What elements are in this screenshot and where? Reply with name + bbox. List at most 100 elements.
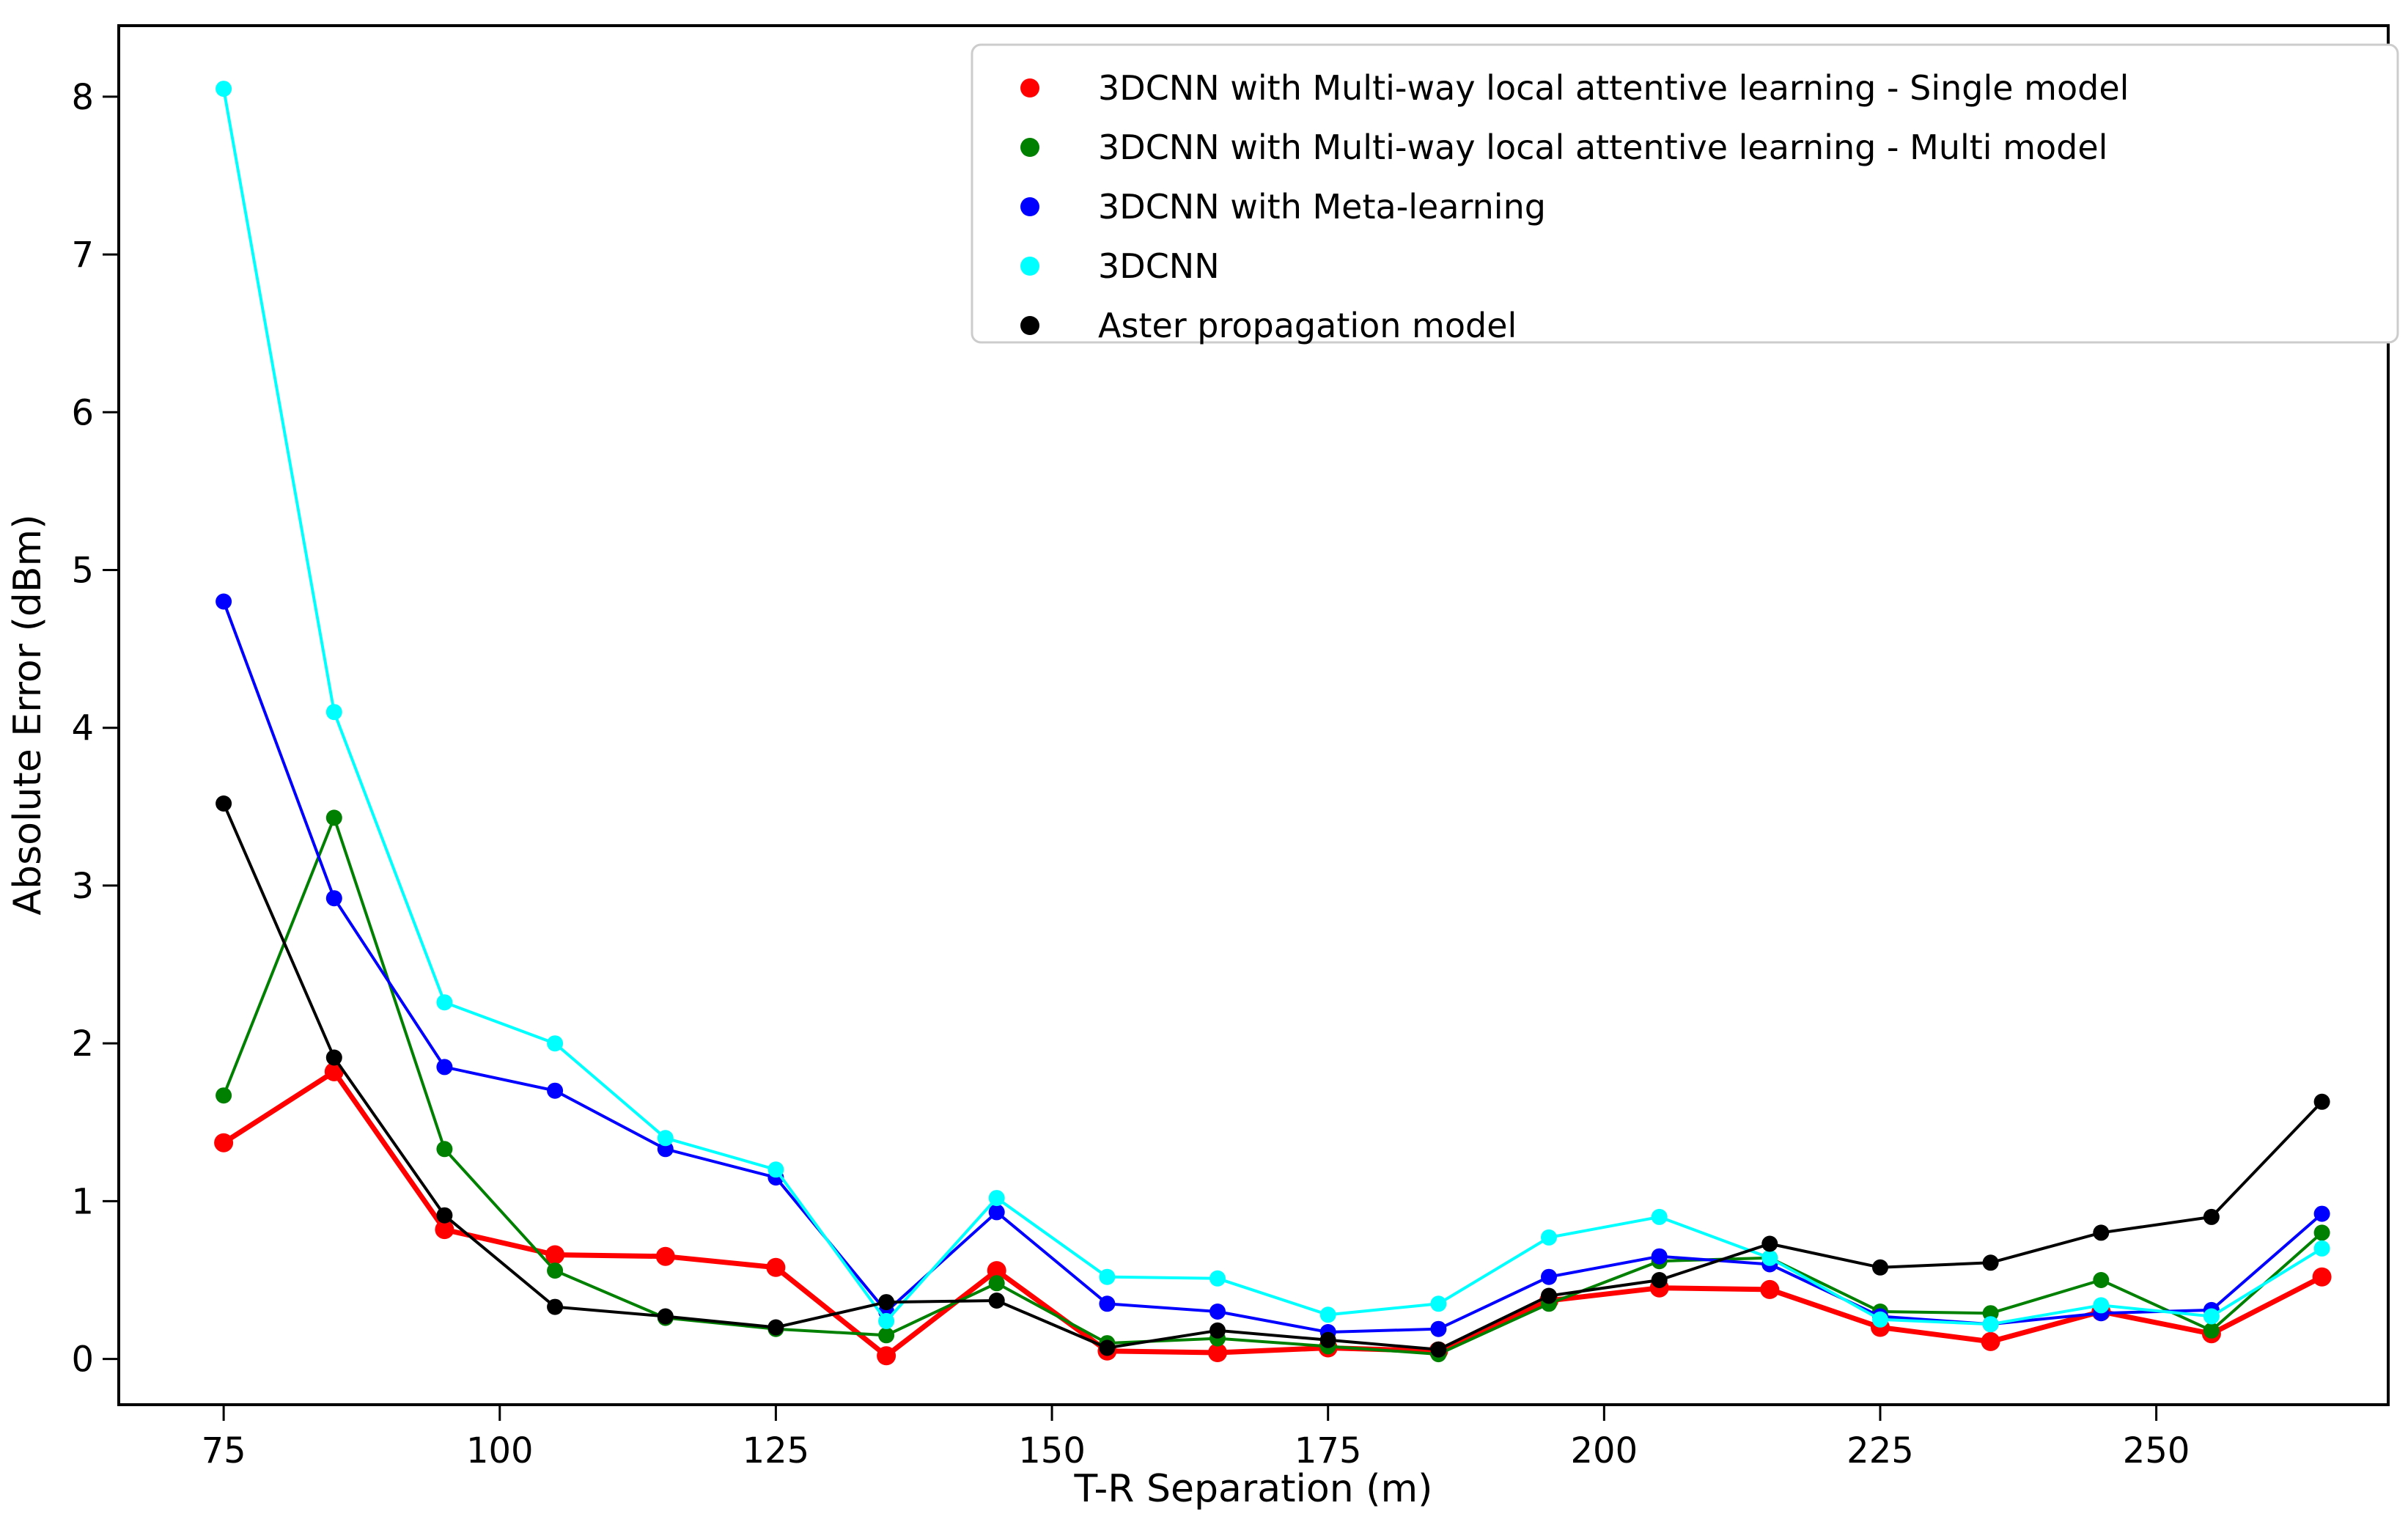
legend-label: 3DCNN — [1098, 246, 1220, 286]
x-tick-label: 75 — [202, 1430, 246, 1471]
data-point — [325, 809, 342, 826]
data-point — [988, 1275, 1005, 1292]
data-point — [216, 795, 232, 812]
data-point — [2313, 1240, 2330, 1257]
y-tick-label: 4 — [71, 708, 94, 749]
data-point — [2203, 1322, 2220, 1339]
data-point — [1872, 1311, 1888, 1328]
legend-label: 3DCNN with Multi-way local attentive lea… — [1098, 68, 2129, 108]
data-point — [1761, 1249, 1778, 1266]
data-point — [1319, 1331, 1336, 1348]
y-tick-label: 6 — [71, 392, 94, 433]
y-tick-label: 8 — [71, 77, 94, 118]
data-point — [1208, 1343, 1227, 1362]
data-point — [547, 1035, 564, 1052]
x-tick-label: 125 — [743, 1430, 810, 1471]
legend-label: 3DCNN with Meta-learning — [1098, 187, 1546, 227]
data-point — [1099, 1339, 1116, 1356]
data-point — [1541, 1287, 1557, 1304]
data-point — [1982, 1316, 1999, 1333]
x-tick-label: 150 — [1018, 1430, 1086, 1471]
data-point — [1761, 1235, 1778, 1252]
data-point — [1430, 1341, 1447, 1358]
data-point — [655, 1246, 675, 1266]
data-point — [547, 1298, 564, 1315]
data-point — [2313, 1205, 2330, 1222]
data-series-layer — [214, 81, 2332, 1366]
y-tick-label: 7 — [71, 235, 94, 276]
axis-ticks: 75 100 125 150 175 200 225 250 0 1 2 3 4 5 6 7 8 — [71, 77, 2190, 1471]
data-point — [2203, 1208, 2220, 1225]
x-tick-label: 200 — [1571, 1430, 1638, 1471]
data-point — [547, 1082, 564, 1099]
data-point — [547, 1262, 564, 1279]
x-axis-label: T-R Separation (m) — [1074, 1467, 1433, 1511]
legend-box — [971, 43, 2399, 344]
data-point — [1209, 1270, 1226, 1287]
data-point — [766, 1257, 786, 1277]
data-point — [545, 1245, 565, 1265]
data-point — [1209, 1304, 1226, 1320]
legend-marker — [1020, 138, 1039, 157]
plot-area — [117, 24, 2390, 1406]
data-point — [436, 1207, 453, 1224]
data-point — [214, 1133, 234, 1152]
series-line — [222, 813, 2323, 1356]
data-point — [324, 1062, 344, 1081]
data-point — [1541, 1268, 1557, 1285]
data-point — [1099, 1295, 1116, 1312]
y-tick-label: 0 — [71, 1339, 94, 1381]
data-point — [1430, 1295, 1447, 1312]
data-point — [325, 1049, 342, 1066]
series-line — [222, 600, 2323, 1334]
data-point — [878, 1327, 895, 1344]
data-point — [1981, 1331, 2000, 1351]
y-tick-label: 5 — [71, 551, 94, 592]
data-point — [988, 1204, 1005, 1221]
legend-marker — [1020, 78, 1039, 98]
legend-marker — [1020, 257, 1039, 276]
y-axis-label: Absolute Error (dBm) — [6, 515, 50, 916]
data-point — [436, 994, 453, 1011]
y-tick-label: 1 — [71, 1181, 94, 1222]
data-point — [216, 1087, 232, 1104]
x-tick-label: 100 — [466, 1430, 534, 1471]
legend: 3DCNN with Multi-way local attentive lea… — [971, 43, 2399, 345]
data-point — [1209, 1322, 1226, 1339]
data-point — [1760, 1279, 1780, 1299]
data-point — [767, 1161, 784, 1178]
data-point — [657, 1308, 674, 1325]
data-point — [325, 704, 342, 721]
data-point — [987, 1261, 1006, 1281]
data-point — [1982, 1254, 1999, 1271]
data-point — [988, 1293, 1005, 1309]
legend-marker — [1020, 316, 1039, 335]
x-tick-label: 250 — [2123, 1430, 2190, 1471]
data-point — [1651, 1208, 1668, 1225]
data-point — [216, 593, 232, 610]
x-tick-label: 225 — [1846, 1430, 1914, 1471]
x-tick-label: 175 — [1295, 1430, 1362, 1471]
data-point — [1872, 1259, 1888, 1276]
data-point — [436, 1059, 453, 1076]
data-point — [2093, 1272, 2110, 1288]
data-point — [2313, 1093, 2330, 1110]
data-point — [436, 1141, 453, 1158]
data-point — [2093, 1297, 2110, 1314]
series-line — [222, 803, 2324, 1351]
data-point — [767, 1319, 784, 1336]
data-point — [1651, 1272, 1668, 1288]
legend-marker — [1020, 197, 1039, 216]
data-point — [2203, 1308, 2220, 1325]
data-point — [1430, 1320, 1447, 1337]
data-point — [1541, 1229, 1557, 1246]
data-point — [1651, 1248, 1668, 1265]
data-point — [2312, 1267, 2332, 1287]
data-point — [1319, 1306, 1336, 1323]
data-point — [988, 1190, 1005, 1207]
data-point — [878, 1294, 895, 1311]
data-point — [2093, 1224, 2110, 1241]
series-line — [222, 1068, 2324, 1359]
